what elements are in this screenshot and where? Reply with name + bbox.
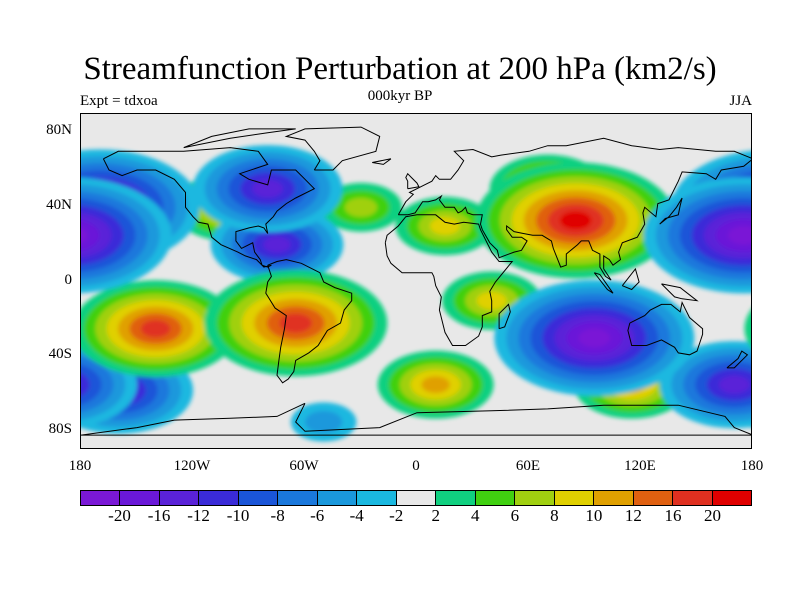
contour-band [560,211,592,230]
field-feature-low [192,145,343,233]
contour-band [263,236,291,253]
colorbar-label: -8 [270,506,285,525]
colorbar-swatch [594,491,634,505]
coastline [284,126,381,171]
colorbar-label: -20 [108,506,131,525]
colorbar-swatch [436,491,476,505]
colorbar-label: 16 [664,506,682,525]
colorbar-label: -12 [187,506,210,525]
colorbar-swatch [357,491,397,505]
streamfunction-map [81,114,752,448]
contour-band [140,320,171,338]
coastline [102,147,316,268]
y-tick-80s: 80S [48,421,72,437]
colorbar-swatch [633,491,674,505]
contour-band [252,179,284,198]
coastline [265,259,353,384]
colorbar-swatch [515,491,555,505]
colorbar-swatch [199,491,239,505]
y-tick-0: 0 [64,272,73,288]
field-feature-low [290,402,357,442]
x-tick-120e: 120E [624,458,656,474]
x-tick-60e: 60E [515,458,541,474]
coastline [621,267,640,291]
colorbar-label: -2 [389,506,404,525]
coastline [661,283,699,302]
contour-band [728,226,751,245]
contour-band [305,410,343,434]
field-feature-low [81,177,751,294]
contour-band [430,217,460,235]
colorbar-label: -16 [147,506,171,525]
field-feature-low [494,280,695,396]
coastline [397,137,751,281]
colorbar-label: 4 [471,506,480,525]
contour-band [81,220,100,251]
experiment-label: Expt = tdxoa [80,93,158,109]
field-feature-high [475,162,676,279]
contour-band [751,367,752,413]
contour-band [344,197,378,217]
contour-band [81,228,88,243]
contour-band [744,309,751,348]
colorbar [80,490,752,506]
x-tick-120w: 120W [173,458,211,474]
x-tick-180w: 180 [68,458,92,474]
coastline [384,214,514,346]
colorbar-swatch [120,491,160,505]
field-feature-high [395,196,495,256]
y-tick-40s: 40S [48,346,72,362]
contour-band [81,373,90,397]
colorbar-swatch [673,491,713,505]
colorbar-label: -4 [349,506,364,525]
coastline [498,303,511,330]
colorbar-swatch [278,491,318,505]
colorbar-label: 2 [431,506,441,525]
colorbar-swatch [396,491,437,505]
coastline [726,350,749,369]
colorbar-label: 12 [624,506,642,525]
colorbar-label: 8 [550,506,559,525]
contour-band [421,376,450,394]
y-tick-80n: 80N [46,122,72,138]
chart-title: Streamfunction Perturbation at 200 hPa (… [83,51,717,87]
colorbar-label: 20 [703,506,721,525]
coastline [81,402,751,436]
coastline [183,128,296,149]
colorbar-label: 6 [510,506,520,525]
colorbar-label: 10 [585,506,603,525]
colorbar-swatch [81,491,121,505]
chart-subtitle: 000kyr BP [367,88,433,104]
colorbar-swatch [554,491,595,505]
colorbar-label: -10 [226,506,250,525]
field-feature-high [377,350,494,419]
colorbar-swatch [712,491,751,505]
coastline [372,158,392,165]
contour-band [578,328,610,348]
y-tick-40n: 40N [46,197,72,213]
field-feature-high [81,280,751,378]
map-panel [80,113,752,449]
coastline [659,197,683,225]
coastline [405,172,420,190]
x-tick-180e: 180 [740,458,764,474]
colorbar-swatch [475,491,516,505]
coastline [593,272,614,294]
x-tick-60w: 60W [289,458,319,474]
field-feature-high [204,269,388,377]
colorbar-label: -6 [310,506,325,525]
colorbar-swatch [317,491,358,505]
colorbar-swatch [159,491,200,505]
contour-band [81,364,102,405]
season-label: JJA [729,93,752,109]
contour-band [718,375,750,394]
contour-band [279,313,312,333]
coastline [627,300,704,356]
colorbar-swatch [238,491,279,505]
x-tick-0: 0 [412,458,420,474]
